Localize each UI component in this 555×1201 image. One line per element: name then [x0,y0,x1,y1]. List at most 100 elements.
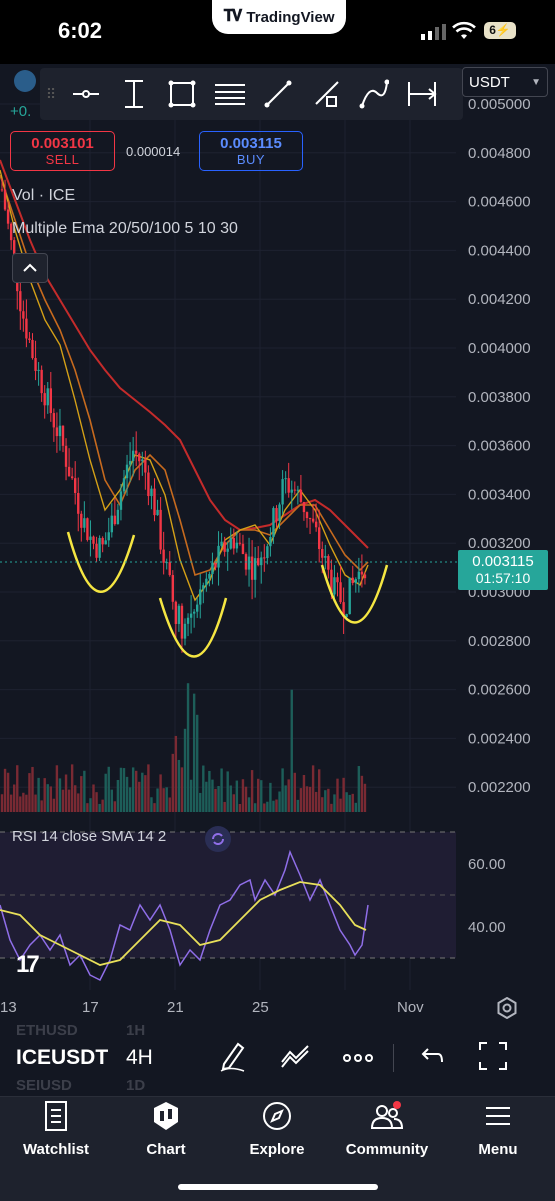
rectangle-tool-button[interactable] [158,68,206,120]
vertical-measure-tool-button[interactable] [110,68,158,120]
volume-bar [122,768,126,812]
buy-button[interactable]: 0.003115 BUY [199,131,303,171]
indicators-icon[interactable] [280,1040,312,1070]
trend-line-tool-button[interactable] [254,68,302,120]
chart-settings-icon[interactable] [496,997,518,1019]
volume-bar [202,765,205,812]
settings-fragment-icon[interactable] [14,70,36,92]
volume-bar [119,767,123,812]
candle-body [208,574,211,579]
candle-body [135,450,138,454]
volume-bar [220,768,223,812]
nav-explore[interactable]: Explore [227,1100,327,1158]
rsi-legend[interactable]: RSI 14 close SMA 14 2 [12,828,167,845]
nav-chart[interactable]: Chart [116,1100,216,1158]
volume-bar [46,784,49,812]
candle-body [290,489,293,493]
volume-legend[interactable]: Vol · ICE [12,187,76,204]
volume-bar [147,764,150,812]
candle-body [46,388,49,406]
volume-bar [25,794,28,812]
volume-bar [205,781,208,812]
volume-bar [269,782,272,812]
candle-body [55,427,59,437]
volume-bar [247,797,251,812]
rsi-sync-icon[interactable] [205,826,231,852]
volume-bar [351,793,354,812]
last-price-tag: 0.003115 01:57:10 [458,550,548,590]
volume-bar [311,765,315,812]
lines-tool-button[interactable] [206,68,254,120]
candle-body [263,557,266,559]
volume-bar [70,764,74,812]
volume-bar [6,772,10,812]
candle-body [34,358,37,371]
candle-body [220,541,223,546]
nav-label-watchlist: Watchlist [22,1141,90,1158]
volume-bar [131,767,135,812]
candle-body [202,585,205,590]
currency-selector[interactable]: USDT ▼ [462,67,548,97]
candle-body [128,461,132,465]
candle-body [49,388,52,414]
candle-body [168,562,171,576]
candle-body [192,611,196,614]
candle-body [275,508,278,521]
price-axis-label: 0.002200 [468,779,531,796]
candle-body [138,453,141,462]
price-axis-label: 0.002600 [468,682,531,699]
candle-body [351,577,354,584]
volume-bar [83,770,86,812]
candle-body [19,291,22,312]
volume-bar [290,689,293,812]
drawing-pen-icon[interactable] [218,1040,248,1072]
symbol-picker[interactable]: ICEUSDT [16,1046,109,1069]
path-tool-button[interactable] [350,68,398,120]
volume-bar [58,778,62,812]
candle-body [189,613,193,618]
volume-bar [40,800,43,812]
volume-bar [180,767,184,812]
watchlist-icon [45,1101,67,1131]
ray-tool-button[interactable] [302,68,350,120]
volume-bar [342,777,345,812]
tradingview-pill[interactable]: 𝐓𝐕 TradingView [212,0,346,34]
candle-body [183,623,187,639]
fullscreen-icon[interactable] [478,1040,508,1072]
horizontal-line-tool-button[interactable] [62,68,110,120]
measure-range-tool-button[interactable] [398,68,446,120]
volume-bar [0,794,4,812]
time-label-17: 17 [82,999,99,1016]
volume-bar [299,788,303,812]
timeframe-picker[interactable]: 4H [126,1046,153,1069]
candle-body [360,571,364,575]
candle-body [311,518,315,522]
nav-community[interactable]: Community [337,1100,437,1158]
candle-body [174,601,178,624]
compass-icon [263,1102,291,1130]
chevron-down-icon: ▼ [531,77,541,88]
spread-value: 0.000014 [126,144,181,159]
volume-bar [318,769,321,812]
undo-icon[interactable] [418,1040,444,1070]
candle-body [180,605,184,639]
more-icon[interactable] [342,1040,374,1070]
nav-watchlist[interactable]: Watchlist [6,1100,106,1158]
volume-bar [150,797,153,812]
buy-price: 0.003115 [220,135,282,152]
candle-body [159,509,162,550]
price-axis-label: 0.004800 [468,145,531,162]
volume-bar [293,772,296,812]
volume-bar [235,780,239,812]
volume-bar [208,770,211,812]
ema-legend[interactable]: Multiple Ema 20/50/100 5 10 30 [12,220,238,237]
candle-body [186,617,190,624]
change-fragment: +0. [10,103,32,120]
candle-body [241,543,245,555]
drag-handle-icon[interactable]: ⠿ [45,85,57,102]
nav-menu[interactable]: Menu [448,1100,548,1158]
sell-button[interactable]: 0.003101 SELL [10,131,115,171]
volume-bar [89,798,92,812]
collapse-legend-button[interactable] [12,253,48,283]
